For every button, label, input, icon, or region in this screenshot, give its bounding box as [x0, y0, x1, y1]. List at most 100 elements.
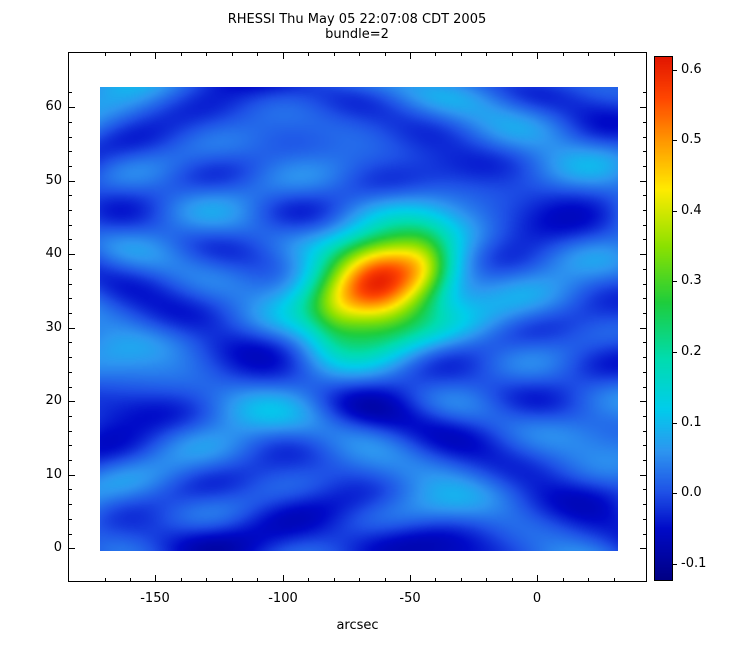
- y-minor-tick: [643, 151, 646, 152]
- y-minor-tick: [69, 519, 72, 520]
- y-tick-label: 20: [45, 393, 62, 408]
- y-minor-tick: [69, 445, 72, 446]
- y-minor-tick: [69, 416, 72, 417]
- y-minor-tick: [69, 372, 72, 373]
- y-tick: [640, 107, 646, 108]
- y-minor-tick: [643, 519, 646, 520]
- y-tick: [69, 401, 75, 402]
- colorbar-tick-label: 0.1: [681, 415, 702, 430]
- y-minor-tick: [69, 313, 72, 314]
- x-minor-tick: [130, 578, 131, 581]
- y-minor-tick: [643, 210, 646, 211]
- x-minor-tick: [512, 53, 513, 56]
- y-tick: [69, 548, 75, 549]
- x-minor-tick: [130, 53, 131, 56]
- y-minor-tick: [643, 225, 646, 226]
- y-tick: [69, 328, 75, 329]
- x-minor-tick: [334, 53, 335, 56]
- x-tick-label: -150: [140, 591, 170, 606]
- y-minor-tick: [643, 92, 646, 93]
- colorbar-tick: [673, 211, 677, 212]
- y-minor-tick: [69, 298, 72, 299]
- x-tick: [410, 575, 411, 581]
- y-tick: [640, 254, 646, 255]
- x-tick: [410, 53, 411, 59]
- y-minor-tick: [69, 269, 72, 270]
- y-minor-tick: [69, 151, 72, 152]
- x-minor-tick: [206, 578, 207, 581]
- colorbar-tick-label: 0.3: [681, 273, 702, 288]
- x-minor-tick: [563, 53, 564, 56]
- x-minor-tick: [435, 53, 436, 56]
- y-minor-tick: [643, 372, 646, 373]
- y-minor-tick: [643, 137, 646, 138]
- y-minor-tick: [643, 313, 646, 314]
- colorbar-frame: [654, 56, 673, 581]
- y-minor-tick: [69, 195, 72, 196]
- colorbar-tick-label: 0.6: [681, 62, 702, 77]
- x-minor-tick: [334, 578, 335, 581]
- y-minor-tick: [643, 445, 646, 446]
- x-minor-tick: [232, 578, 233, 581]
- y-minor-tick: [643, 166, 646, 167]
- y-minor-tick: [643, 460, 646, 461]
- y-tick: [69, 181, 75, 182]
- x-tick: [537, 53, 538, 59]
- colorbar-tick-label: 0.0: [681, 485, 702, 500]
- y-tick: [640, 328, 646, 329]
- plot-subtitle: bundle=2: [325, 27, 389, 42]
- y-tick-label: 10: [45, 467, 62, 482]
- y-minor-tick: [643, 122, 646, 123]
- x-minor-tick: [435, 578, 436, 581]
- x-minor-tick: [512, 578, 513, 581]
- y-minor-tick: [643, 195, 646, 196]
- x-tick: [155, 53, 156, 59]
- y-minor-tick: [69, 342, 72, 343]
- x-minor-tick: [486, 578, 487, 581]
- colorbar-tick: [673, 70, 677, 71]
- y-minor-tick: [643, 342, 646, 343]
- x-tick-label: 0: [532, 591, 542, 606]
- x-minor-tick: [308, 53, 309, 56]
- y-minor-tick: [643, 431, 646, 432]
- y-minor-tick: [643, 504, 646, 505]
- y-minor-tick: [643, 534, 646, 535]
- colorbar-tick: [673, 140, 677, 141]
- x-minor-tick: [614, 53, 615, 56]
- y-tick-label: 40: [45, 246, 62, 261]
- x-minor-tick: [614, 578, 615, 581]
- y-minor-tick: [69, 92, 72, 93]
- y-minor-tick: [69, 387, 72, 388]
- y-tick: [640, 181, 646, 182]
- x-minor-tick: [181, 53, 182, 56]
- colorbar-tick: [673, 423, 677, 424]
- colorbar-canvas: [655, 57, 672, 580]
- y-tick: [69, 107, 75, 108]
- y-minor-tick: [69, 357, 72, 358]
- y-minor-tick: [69, 210, 72, 211]
- heatmap-canvas: [100, 87, 618, 551]
- y-tick: [69, 254, 75, 255]
- y-minor-tick: [643, 284, 646, 285]
- x-minor-tick: [359, 53, 360, 56]
- plot-title: RHESSI Thu May 05 22:07:08 CDT 2005: [227, 12, 487, 27]
- x-minor-tick: [486, 53, 487, 56]
- y-tick: [640, 475, 646, 476]
- colorbar-tick: [673, 564, 677, 565]
- y-minor-tick: [69, 460, 72, 461]
- y-tick-label: 30: [45, 320, 62, 335]
- y-minor-tick: [643, 489, 646, 490]
- x-minor-tick: [385, 578, 386, 581]
- x-minor-tick: [308, 578, 309, 581]
- y-minor-tick: [69, 166, 72, 167]
- x-minor-tick: [206, 53, 207, 56]
- colorbar-tick: [673, 281, 677, 282]
- x-minor-tick: [461, 53, 462, 56]
- x-tick: [283, 53, 284, 59]
- x-minor-tick: [257, 578, 258, 581]
- x-minor-tick: [588, 53, 589, 56]
- x-minor-tick: [257, 53, 258, 56]
- x-minor-tick: [232, 53, 233, 56]
- x-tick: [155, 575, 156, 581]
